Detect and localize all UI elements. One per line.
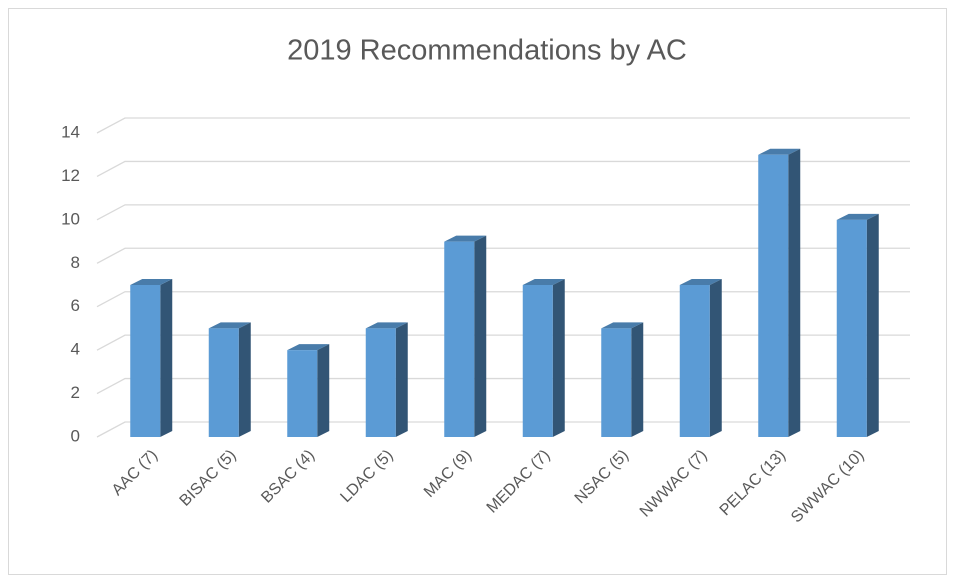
bar-side (474, 235, 487, 437)
bar (130, 279, 173, 437)
y-tick-label: 14 (61, 122, 80, 141)
bar-front (758, 154, 789, 437)
bar-top (444, 235, 487, 242)
bar (365, 322, 408, 437)
bar (679, 279, 722, 437)
bar-side (709, 279, 722, 437)
bar-top (679, 279, 722, 285)
grid-line (96, 377, 910, 395)
bar-front (444, 241, 475, 437)
grid-line (96, 160, 910, 178)
bar-side (788, 148, 801, 437)
bar-top (601, 322, 644, 329)
grid-line (96, 421, 910, 438)
bar-top (287, 344, 330, 351)
bar-front (679, 285, 710, 437)
y-tick-label: 12 (61, 166, 80, 185)
bar-front (287, 350, 318, 437)
bar (522, 279, 565, 437)
y-tick-label: 6 (71, 296, 80, 315)
bar (601, 322, 644, 437)
bar-top (758, 148, 801, 155)
bar-front (522, 285, 553, 437)
bar-top (836, 213, 879, 220)
bar-top (130, 279, 173, 285)
bar-side (395, 322, 408, 437)
y-tick-label: 2 (71, 383, 80, 402)
bar-front (130, 285, 161, 437)
bar (287, 344, 330, 437)
bar-side (552, 279, 565, 437)
grid-line (96, 204, 910, 221)
y-tick-label: 4 (71, 340, 80, 359)
bar-front (365, 328, 396, 437)
bar-top (208, 322, 251, 329)
bar (208, 322, 251, 437)
y-tick-label: 0 (71, 426, 80, 445)
bar-side (866, 213, 879, 437)
bar-side (238, 322, 251, 437)
grid-line (96, 334, 910, 351)
y-tick-label: 10 (61, 209, 80, 228)
bar-front (836, 219, 867, 437)
bar (444, 235, 487, 437)
bar (758, 148, 801, 437)
bar-top (365, 322, 408, 329)
chart-title: 2019 Recommendations by AC (287, 35, 687, 67)
bar-side (317, 344, 330, 437)
y-tick-label: 8 (71, 253, 80, 272)
bar-top (522, 279, 565, 285)
bar-front (208, 328, 239, 437)
bar (836, 213, 879, 437)
bar-front (601, 328, 632, 437)
grid-line (96, 117, 910, 134)
bar-side (631, 322, 644, 437)
bar-side (160, 279, 173, 437)
grid-line (96, 247, 910, 264)
grid-line (96, 291, 910, 308)
